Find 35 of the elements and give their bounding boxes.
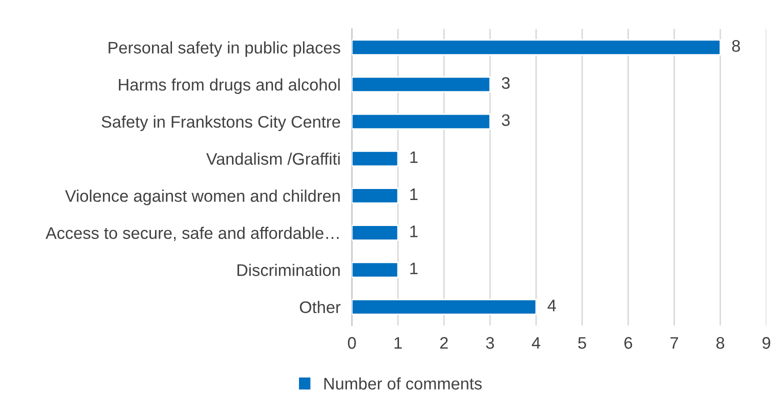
y-tick-label: Vandalism /Graffiti [206,152,340,165]
bar [352,113,491,130]
data-label: 3 [502,114,510,126]
y-tick-label: Access to secure, safe and affordable… [46,226,339,241]
data-label: 1 [410,188,418,200]
y-tick-label: Violence against women and children [65,190,340,206]
x-tick-label: 7 [670,337,678,349]
y-tick-label: Harms from drugs and alcohol [118,78,340,94]
x-tick-label: 5 [578,337,586,349]
bar [352,76,491,93]
bar [352,262,399,278]
x-tick-label: 0 [348,337,356,349]
y-tick-label: Other [300,300,341,314]
data-label: 1 [410,226,418,238]
x-tick-label: 1 [394,337,402,349]
y-tick-label: Safety in Frankstons City Centre [102,116,340,132]
bar [352,298,537,316]
bar [352,224,399,241]
bar [352,188,399,204]
x-tick-label: 6 [624,337,632,349]
x-tick-label: 9 [762,337,770,349]
y-tick-label: Personal safety in public places [108,41,340,57]
x-tick-label: 2 [440,337,448,349]
bar [352,39,722,56]
data-label: 1 [410,151,418,163]
data-label: 1 [410,262,418,274]
data-label: 3 [502,77,510,89]
data-label: 8 [732,40,740,52]
data-label: 4 [548,300,556,312]
y-tick-label: Discrimination [238,264,340,276]
bar [352,150,399,167]
x-tick-label: 3 [486,337,494,349]
legend-label: Number of comments [324,377,482,390]
x-tick-label: 8 [716,337,724,349]
x-tick-label: 4 [532,337,540,349]
